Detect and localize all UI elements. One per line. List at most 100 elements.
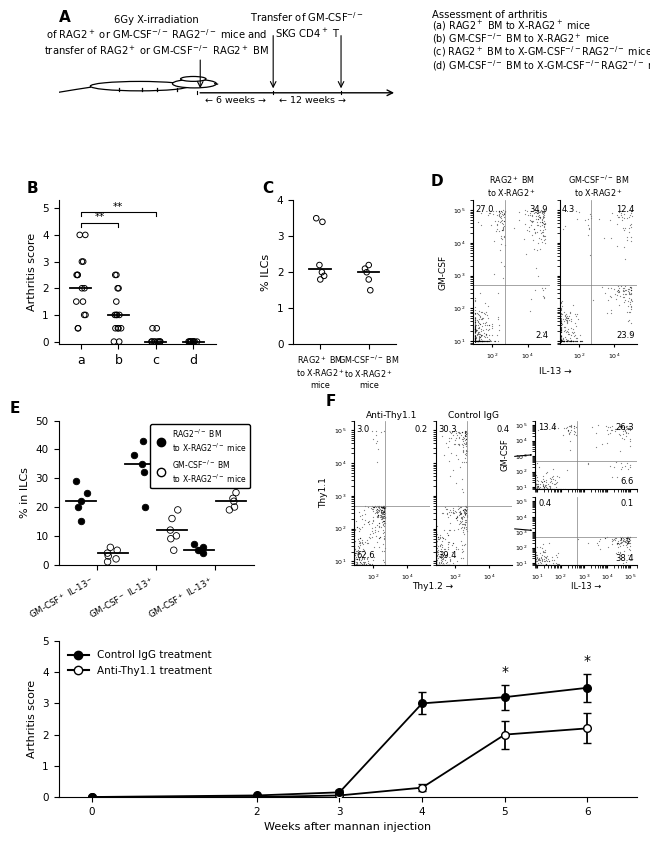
Point bbox=[558, 334, 569, 348]
Point bbox=[444, 535, 454, 548]
Point bbox=[532, 482, 543, 495]
Point bbox=[619, 421, 630, 434]
Point bbox=[566, 334, 576, 348]
Point bbox=[445, 516, 456, 530]
Point bbox=[530, 482, 540, 495]
Point bbox=[461, 425, 471, 439]
Point bbox=[354, 558, 365, 572]
Point bbox=[470, 334, 480, 348]
Point bbox=[622, 533, 632, 547]
Point bbox=[540, 477, 551, 491]
Point bbox=[554, 470, 564, 483]
Point bbox=[349, 518, 359, 532]
Point bbox=[624, 291, 634, 305]
Point bbox=[76, 514, 86, 528]
Point bbox=[432, 558, 443, 572]
Point bbox=[79, 281, 90, 295]
Point bbox=[452, 428, 462, 441]
Point bbox=[358, 558, 368, 572]
Point bbox=[349, 558, 359, 572]
Point bbox=[475, 334, 486, 348]
Point bbox=[530, 465, 540, 479]
Point bbox=[557, 294, 567, 308]
Point bbox=[432, 558, 442, 572]
Point bbox=[431, 558, 441, 572]
Point bbox=[479, 334, 489, 348]
Point bbox=[431, 558, 441, 572]
Point bbox=[444, 558, 454, 572]
Point bbox=[538, 480, 549, 494]
Point bbox=[473, 334, 483, 348]
Point bbox=[456, 521, 467, 535]
Point bbox=[615, 536, 625, 550]
Point bbox=[575, 334, 585, 348]
Point bbox=[374, 530, 385, 543]
Point bbox=[374, 531, 384, 545]
Point bbox=[481, 327, 491, 341]
Point bbox=[559, 334, 569, 348]
Point bbox=[380, 542, 390, 555]
Point bbox=[354, 553, 364, 566]
Point bbox=[537, 554, 547, 568]
Point bbox=[437, 554, 447, 567]
Point bbox=[195, 543, 205, 557]
Point bbox=[105, 541, 116, 554]
Point bbox=[378, 510, 388, 524]
Point bbox=[482, 334, 493, 348]
Point bbox=[350, 558, 360, 572]
Point bbox=[530, 482, 540, 495]
Point bbox=[349, 554, 359, 568]
Point bbox=[530, 550, 540, 564]
Point bbox=[470, 313, 480, 327]
Point bbox=[623, 284, 633, 297]
Point bbox=[317, 266, 327, 279]
Point bbox=[374, 503, 384, 517]
Point bbox=[431, 548, 441, 562]
Point bbox=[560, 309, 570, 323]
Point bbox=[615, 546, 625, 560]
Point bbox=[354, 536, 364, 549]
Point bbox=[431, 558, 441, 572]
Point bbox=[355, 558, 365, 572]
Point bbox=[109, 335, 119, 349]
Point bbox=[544, 554, 554, 568]
Point bbox=[624, 419, 634, 433]
Point bbox=[470, 314, 480, 327]
Point bbox=[619, 223, 629, 237]
Point bbox=[556, 334, 567, 348]
Point bbox=[188, 335, 198, 349]
Point bbox=[361, 557, 371, 571]
Point bbox=[435, 540, 445, 554]
Point bbox=[499, 214, 510, 228]
Point bbox=[378, 500, 388, 514]
Point bbox=[623, 423, 634, 436]
Point bbox=[533, 209, 543, 223]
Point bbox=[520, 218, 530, 231]
Point bbox=[350, 548, 360, 561]
Point bbox=[530, 469, 540, 482]
Point bbox=[534, 558, 545, 572]
Point bbox=[537, 554, 547, 567]
Point bbox=[530, 558, 540, 572]
Point bbox=[349, 544, 359, 558]
Point bbox=[470, 334, 480, 348]
Point bbox=[380, 510, 390, 524]
Point bbox=[470, 333, 480, 347]
Point bbox=[623, 299, 633, 313]
Point bbox=[534, 212, 545, 225]
Point bbox=[431, 558, 441, 572]
Point bbox=[349, 558, 359, 572]
Text: **: ** bbox=[113, 201, 124, 212]
Point bbox=[564, 423, 574, 437]
Point bbox=[475, 305, 486, 319]
Point bbox=[625, 421, 635, 434]
Point bbox=[545, 475, 556, 488]
Point bbox=[377, 500, 387, 514]
Point bbox=[355, 555, 365, 569]
Point bbox=[621, 421, 631, 434]
Point bbox=[564, 419, 574, 433]
Point bbox=[188, 335, 199, 349]
Point bbox=[470, 323, 480, 337]
Point bbox=[349, 558, 359, 572]
Point bbox=[111, 321, 121, 335]
